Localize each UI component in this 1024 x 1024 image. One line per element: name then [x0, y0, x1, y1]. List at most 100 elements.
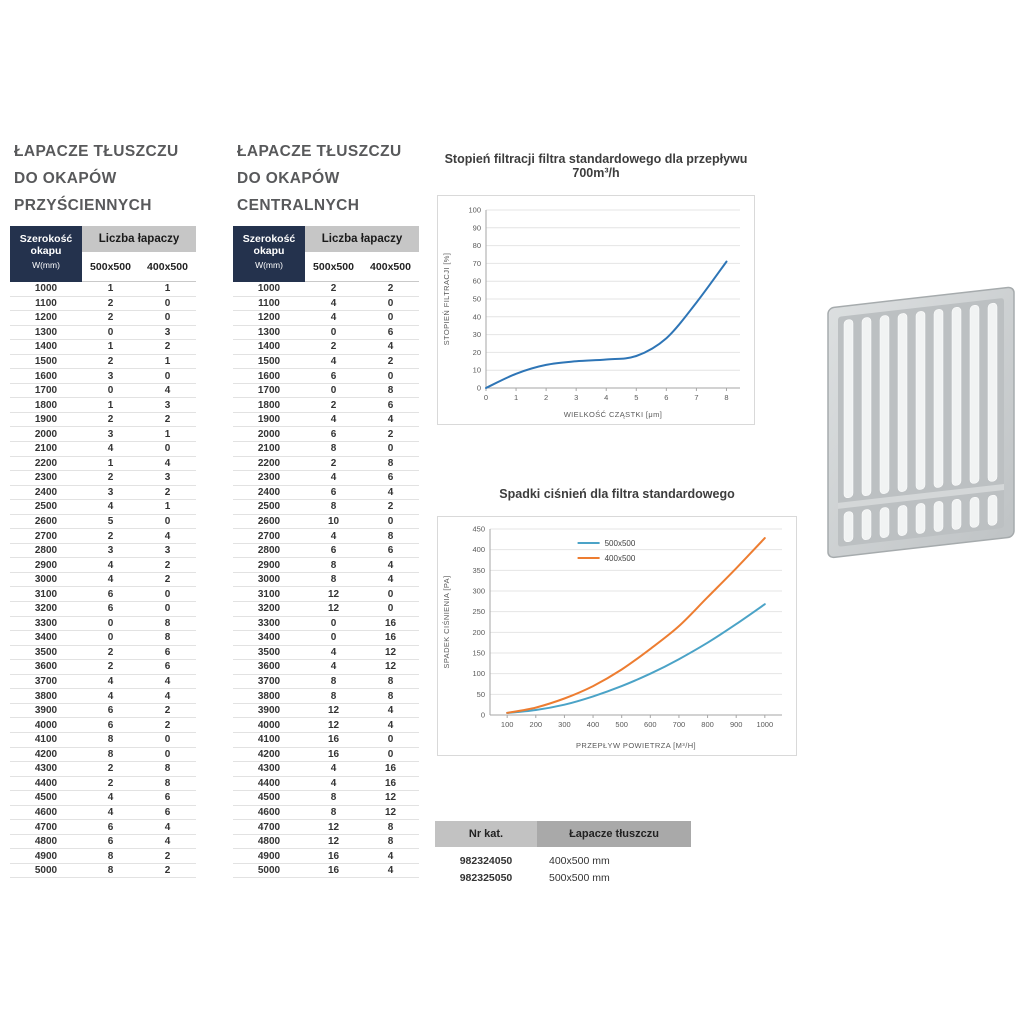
row-value-cell: 1: [107, 399, 114, 411]
table-row: 3700 8 8: [233, 675, 419, 690]
row-key-cell: 2100: [34, 443, 58, 455]
table-row: 5000 8 2: [10, 864, 196, 879]
y-tick-label: 400: [472, 545, 485, 554]
width-column-header: Szerokość okapu W(mm): [233, 226, 305, 282]
row-value-cell: 8: [107, 850, 114, 862]
row-value-cell: 12: [327, 836, 340, 848]
y-tick-label: 70: [473, 259, 481, 268]
row-key-cell: 4600: [34, 806, 58, 818]
row-value-cell: 12: [327, 719, 340, 731]
y-axis-label: STOPIEŃ FILTRACJI [%]: [442, 253, 451, 346]
row-key-cell: 3300: [34, 617, 58, 629]
row-key-cell: 1500: [257, 356, 281, 367]
table-row: 2700 4 8: [233, 529, 419, 544]
row-value-cell: 0: [387, 588, 394, 600]
row-value-cell: 0: [387, 734, 394, 746]
size-400x500-label: 400x500: [370, 261, 411, 273]
filter-slat: [933, 309, 944, 488]
row-value-cell: 4: [107, 690, 114, 702]
row-key-cell: 4400: [257, 777, 281, 789]
x-tick-label: 6: [664, 393, 668, 402]
row-value-cell: 400x500 mm: [549, 854, 610, 867]
row-value-cell: 6: [107, 836, 114, 848]
row-key-cell: 5000: [34, 865, 58, 877]
table-row: 1200 4 0: [233, 311, 419, 326]
row-value-cell: 1: [107, 457, 114, 469]
row-value-cell: 8: [330, 806, 337, 818]
row-value-cell: 2: [164, 719, 171, 731]
table-row: 4000 12 4: [233, 718, 419, 733]
table-row: 2900 4 2: [10, 558, 196, 573]
table-row: 1500 4 2: [233, 355, 419, 370]
table-row: 2500 4 1: [10, 500, 196, 515]
table-row: 4800 6 4: [10, 835, 196, 850]
table-row: 2300 2 3: [10, 471, 196, 486]
row-value-cell: 0: [164, 312, 171, 324]
row-key-cell: 4800: [257, 836, 281, 848]
table-row: 4000 6 2: [10, 718, 196, 733]
row-value-cell: 3: [164, 326, 171, 338]
table-row: 1300 0 6: [233, 326, 419, 341]
table-row: 4200 16 0: [233, 748, 419, 763]
row-value-cell: 4: [330, 777, 337, 789]
filter-slats: [843, 302, 998, 542]
row-value-cell: 16: [327, 850, 340, 862]
table-row: 1500 2 1: [10, 355, 196, 370]
row-value-cell: 8: [387, 676, 394, 688]
table-row: 3800 4 4: [10, 689, 196, 704]
table-row: 2100 4 0: [10, 442, 196, 457]
x-tick-label: 1: [514, 393, 518, 402]
row-key-cell: 1700: [257, 385, 281, 397]
row-value-cell: 0: [330, 617, 337, 629]
row-key-cell: 3000: [257, 574, 281, 586]
row-key-cell: 2200: [34, 457, 58, 469]
table-row: 4500 4 6: [10, 791, 196, 806]
table-header: Szerokość okapu W(mm) Liczba łapaczy 500…: [233, 226, 419, 282]
row-value-cell: 1: [164, 501, 171, 513]
row-value-cell: 0: [387, 516, 394, 528]
y-tick-label: 50: [473, 295, 481, 304]
row-key-cell: 3100: [257, 588, 281, 600]
row-value-cell: 0: [387, 443, 394, 455]
x-tick-label: 500: [615, 720, 628, 729]
row-key-cell: 1200: [34, 312, 58, 324]
table-row: 2200 2 8: [233, 457, 419, 472]
row-value-cell: 2: [164, 574, 171, 586]
legend-label: 400x500: [605, 554, 636, 563]
row-value-cell: 0: [164, 516, 171, 528]
row-value-cell: 6: [107, 719, 114, 731]
row-value-cell: 4: [107, 443, 114, 455]
filter-slat: [843, 319, 854, 498]
row-value-cell: 4: [330, 414, 337, 426]
y-tick-label: 350: [472, 566, 485, 575]
row-value-cell: 2: [107, 312, 114, 324]
table-row: 1000 2 2: [233, 282, 419, 297]
row-key-cell: 982324050: [459, 854, 513, 867]
table-row: 2600 5 0: [10, 515, 196, 530]
table-body: 1000 2 2 1100 4 0 1200 4 0 1300 0 6 1400 2 4 1500 4 2 1600…: [233, 282, 419, 879]
row-value-cell: 2: [164, 341, 171, 353]
table-row: 1400 2 4: [233, 340, 419, 355]
y-tick-label: 250: [472, 607, 485, 616]
y-tick-label: 60: [473, 277, 481, 286]
row-value-cell: 3: [107, 486, 114, 498]
row-value-cell: 2: [164, 865, 171, 877]
table-header: Szerokość okapu W(mm) Liczba łapaczy 500…: [10, 226, 196, 282]
row-value-cell: 6: [107, 705, 114, 717]
y-tick-label: 100: [472, 669, 485, 678]
width-header-unit: W(mm): [255, 260, 283, 270]
row-value-cell: 8: [164, 632, 171, 644]
table-row: 1900 2 2: [10, 413, 196, 428]
row-key-cell: 1500: [34, 356, 58, 367]
legend-label: 500x500: [605, 539, 636, 548]
row-key-cell: 3000: [34, 574, 58, 586]
row-value-cell: 0: [164, 748, 171, 760]
row-value-cell: 6: [330, 428, 337, 440]
y-tick-label: 20: [473, 348, 481, 357]
title-line: DO OKAPÓW: [237, 170, 340, 187]
pressure-drop-chart: 0 50 100 150 200 250 300 350 400 450 100 200 300 400 5…: [437, 516, 797, 756]
x-tick-label: 4: [604, 393, 608, 402]
width-header-label: Szerokość okapu: [19, 233, 73, 257]
row-key-cell: 4100: [34, 734, 58, 746]
